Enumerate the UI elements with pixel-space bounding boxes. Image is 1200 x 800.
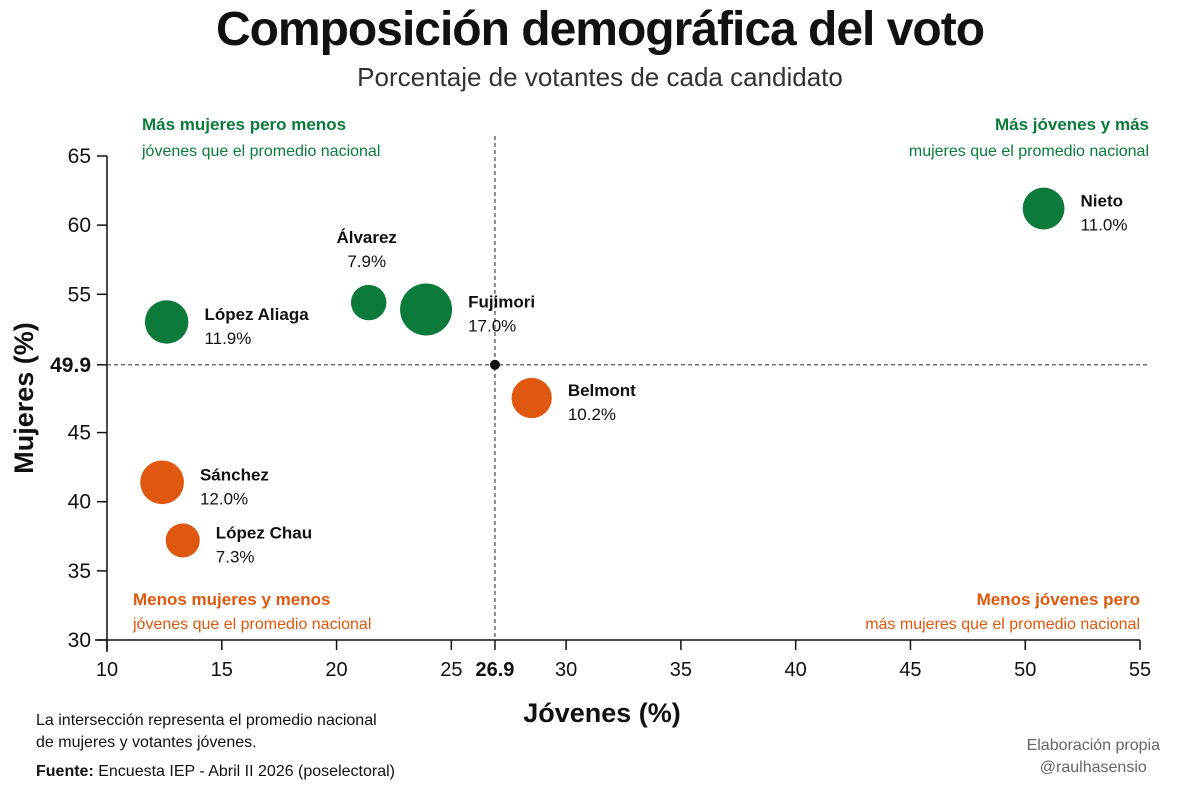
quadrant-label-title: Más jóvenes y más <box>995 115 1149 134</box>
point-label-name: Belmont <box>568 381 636 400</box>
x-tick-label: 10 <box>96 659 118 681</box>
y-tick-label: 45 <box>68 422 91 445</box>
quadrant-label-title: Menos jóvenes pero <box>977 590 1140 609</box>
reference-point <box>489 359 500 370</box>
data-point <box>1022 187 1065 230</box>
quadrant-label-title: Más mujeres pero menos <box>142 115 346 134</box>
x-tick-label: 30 <box>555 659 577 681</box>
credit-line-2: @raulhasensio <box>1039 759 1147 776</box>
quadrant-label-text: jóvenes que el promedio nacional <box>141 143 380 160</box>
footnote-line-1: La intersección representa el promedio n… <box>36 712 377 729</box>
credit-line-1: Elaboración propia <box>1026 737 1160 754</box>
data-point <box>511 377 552 419</box>
data-point <box>140 460 184 505</box>
point-label-value: 7.9% <box>347 252 386 271</box>
footnote-line-2: de mujeres y votantes jóvenes. <box>36 734 257 751</box>
quadrant-label-title: Menos mujeres y menos <box>133 590 330 609</box>
y-tick-label: 49.9 <box>50 354 91 377</box>
source-note: Fuente: Encuesta IEP - Abril II 2026 (po… <box>36 763 395 781</box>
point-label-name: Nieto <box>1081 192 1124 211</box>
quadrant-label-text: más mujeres que el promedio nacional <box>865 616 1140 633</box>
point-label-value: 10.2% <box>568 405 616 424</box>
point-label-value: 17.0% <box>468 316 516 335</box>
point-label-name: López Aliaga <box>204 305 309 324</box>
y-tick-label: 60 <box>68 214 91 237</box>
source-text: Encuesta IEP - Abril II 2026 (poselector… <box>98 763 395 780</box>
credit: Elaboración propia @raulhasensio <box>1027 735 1160 779</box>
data-point <box>350 284 387 321</box>
quadrant-label-text: mujeres que el promedio nacional <box>909 143 1149 160</box>
point-label-name: Fujimori <box>468 292 535 311</box>
x-axis-label: Jóvenes (%) <box>523 698 681 728</box>
y-tick-label: 30 <box>68 629 91 652</box>
chart-title: Composición demográfica del voto <box>215 3 985 56</box>
x-tick-label: 20 <box>325 659 347 681</box>
point-label-value: 11.9% <box>204 329 251 348</box>
data-point <box>400 283 453 336</box>
x-tick-label: 15 <box>211 659 233 681</box>
x-tick-label: 26.9 <box>475 659 514 681</box>
x-tick-label: 35 <box>670 659 692 681</box>
chart-subtitle: Porcentaje de votantes de cada candidato <box>357 62 843 92</box>
x-tick-label: 45 <box>899 659 921 681</box>
point-label-value: 7.3% <box>216 547 255 566</box>
point-label-value: 12.0% <box>200 489 248 508</box>
source-label: Fuente: <box>36 763 94 780</box>
y-tick-label: 35 <box>68 560 91 583</box>
y-tick-label: 40 <box>68 491 91 514</box>
x-tick-label: 25 <box>440 659 462 681</box>
y-tick-label: 55 <box>68 283 91 306</box>
footnote: La intersección representa el promedio n… <box>36 710 377 754</box>
point-label-name: Sánchez <box>200 465 269 484</box>
quadrant-label-text: jóvenes que el promedio nacional <box>132 616 371 633</box>
data-point <box>144 300 189 344</box>
x-tick-label: 55 <box>1129 659 1151 681</box>
x-tick-label: 50 <box>1014 659 1036 681</box>
data-point <box>165 523 200 558</box>
point-label-value: 11.0% <box>1081 216 1128 235</box>
point-label-name: Álvarez <box>336 228 396 247</box>
point-label-name: López Chau <box>216 523 312 542</box>
y-tick-label: 65 <box>68 145 91 168</box>
x-tick-label: 40 <box>785 659 807 681</box>
y-axis-label: Mujeres (%) <box>9 322 39 474</box>
